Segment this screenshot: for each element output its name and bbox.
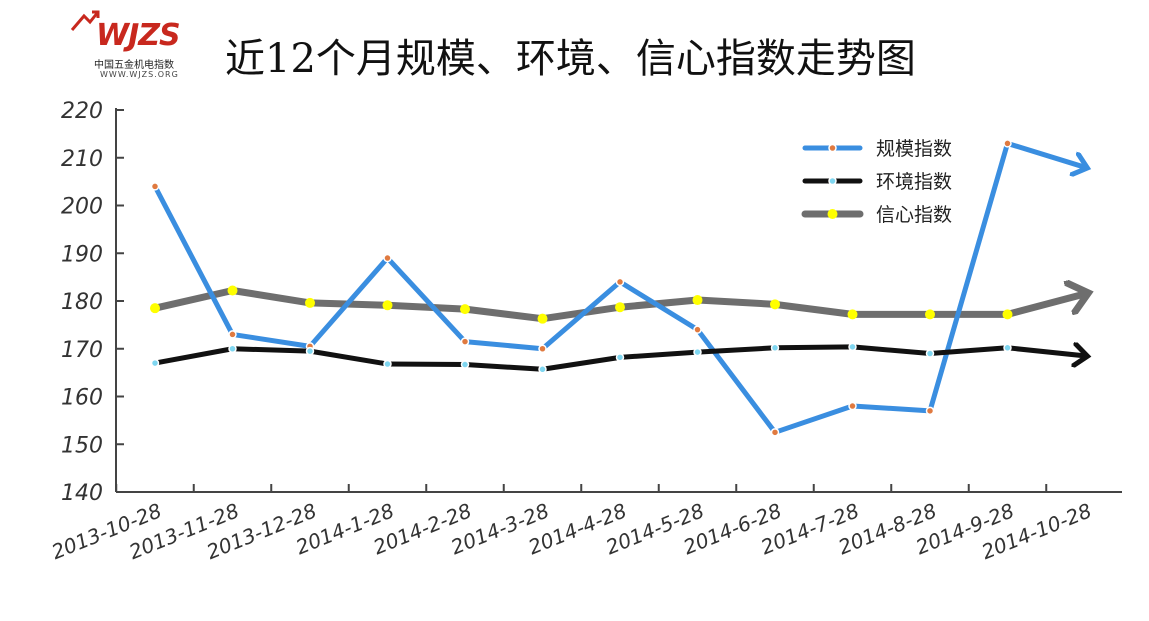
legend-marker bbox=[827, 209, 838, 219]
y-tick-label: 140 bbox=[61, 481, 103, 506]
data-point bbox=[770, 343, 780, 353]
data-point bbox=[847, 309, 858, 320]
y-tick-label: 200 bbox=[61, 195, 103, 220]
y-tick-label: 220 bbox=[61, 99, 103, 124]
data-point bbox=[925, 406, 935, 416]
data-point bbox=[537, 313, 548, 324]
data-point bbox=[615, 277, 625, 287]
wjzs-logo: WJZS 中国五金机电指数 WWW.WJZS.ORG bbox=[70, 10, 200, 85]
data-point bbox=[382, 300, 393, 311]
logo-subtitle: 中国五金机电指数 bbox=[94, 60, 174, 71]
data-point bbox=[770, 428, 780, 437]
data-point bbox=[227, 285, 238, 296]
data-point bbox=[692, 295, 703, 306]
y-tick-label: 180 bbox=[61, 290, 103, 315]
y-tick-label: 170 bbox=[61, 338, 103, 363]
y-tick-label: 210 bbox=[61, 147, 103, 172]
data-point bbox=[770, 299, 780, 310]
data-point bbox=[305, 346, 315, 356]
data-point bbox=[615, 353, 625, 362]
y-tick-label: 160 bbox=[61, 386, 103, 411]
data-point bbox=[693, 347, 702, 357]
data-point bbox=[538, 344, 547, 353]
data-point bbox=[1003, 139, 1012, 148]
data-point bbox=[848, 401, 857, 411]
legend-marker bbox=[828, 176, 837, 186]
data-point bbox=[615, 302, 625, 313]
data-point bbox=[1003, 343, 1012, 353]
data-point bbox=[848, 342, 857, 352]
logo-url: WWW.WJZS.ORG bbox=[100, 70, 179, 79]
legend-label: 信心指数 bbox=[876, 204, 952, 226]
data-point bbox=[925, 309, 935, 320]
logo-arrow-icon bbox=[70, 10, 100, 31]
data-point bbox=[150, 303, 160, 314]
data-point bbox=[228, 330, 237, 339]
data-point bbox=[925, 349, 935, 358]
y-tick-label: 150 bbox=[61, 433, 103, 458]
data-point bbox=[150, 358, 160, 368]
y-tick-label: 190 bbox=[61, 242, 103, 267]
chart-title: 近12个月规模、环境、信心指数走势图 bbox=[225, 36, 916, 82]
data-point bbox=[228, 344, 237, 353]
legend-marker bbox=[828, 143, 837, 153]
data-point bbox=[1002, 309, 1013, 320]
data-point bbox=[460, 304, 470, 315]
legend-label: 规模指数 bbox=[876, 138, 952, 160]
data-point bbox=[460, 337, 470, 346]
legend-label: 环境指数 bbox=[876, 171, 952, 193]
data-point bbox=[383, 253, 392, 263]
data-point bbox=[538, 365, 547, 374]
data-point bbox=[460, 360, 470, 369]
data-point bbox=[383, 359, 392, 369]
data-point bbox=[693, 325, 702, 334]
data-point bbox=[150, 182, 160, 191]
logo-mark: WJZS bbox=[96, 18, 181, 53]
data-point bbox=[305, 297, 315, 308]
